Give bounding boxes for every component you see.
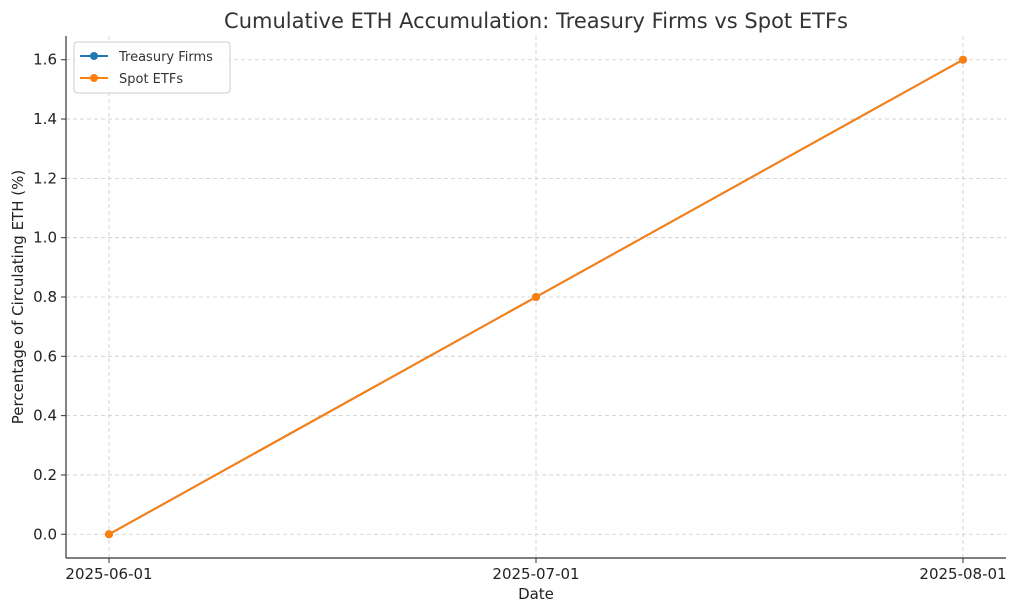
data-point [532, 293, 540, 301]
x-tick-label: 2025-06-01 [65, 565, 152, 583]
x-tick-label: 2025-08-01 [919, 565, 1006, 583]
legend-marker [90, 74, 98, 82]
legend-label: Treasury Firms [118, 50, 213, 65]
y-tick-label: 1.0 [33, 229, 57, 247]
y-tick-label: 1.6 [33, 51, 57, 69]
x-tick-label: 2025-07-01 [492, 565, 579, 583]
ticks: 0.0 0.2 0.4 0.6 0.8 1.0 1.2 1.4 1.6 2025-06-01 202… [33, 51, 1006, 583]
chart-title: Cumulative ETH Accumulation: Treasury Fi… [224, 9, 848, 33]
y-tick-label: 1.4 [33, 110, 57, 128]
legend-label: Spot ETFs [119, 72, 183, 87]
y-tick-label: 0.0 [33, 525, 57, 543]
y-tick-label: 0.4 [33, 407, 57, 425]
y-tick-label: 0.6 [33, 347, 57, 365]
x-axis-label: Date [518, 585, 554, 603]
legend-frame [73, 41, 231, 94]
y-tick-label: 1.2 [33, 169, 57, 187]
y-axis-label: Percentage of Circulating ETH (%) [9, 170, 27, 424]
y-tick-label: 0.8 [33, 288, 57, 306]
y-tick-label: 0.2 [33, 466, 57, 484]
series-layer [105, 55, 967, 539]
legend: Treasury Firms Spot ETFs [73, 41, 231, 94]
legend-marker [90, 52, 98, 60]
data-point [959, 55, 967, 64]
data-point [105, 530, 113, 539]
